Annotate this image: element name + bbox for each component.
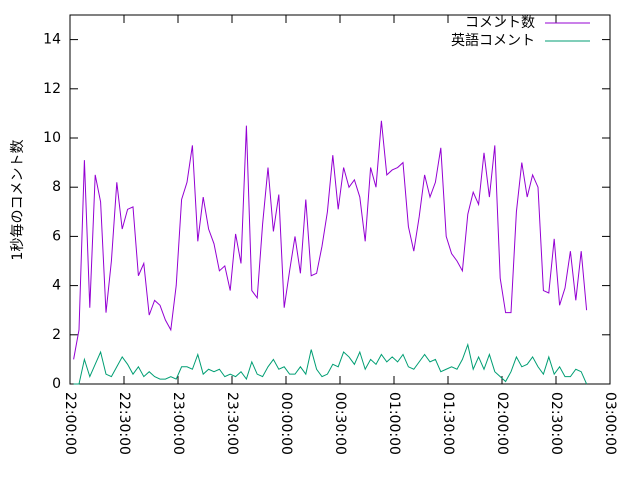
plot-frame [69, 14, 611, 385]
y-tick-label: 12 [43, 81, 61, 97]
y-axis-label: 1秒毎のコメント数 [10, 140, 26, 261]
y-tick-label: 0 [52, 376, 61, 392]
x-tick-label: 02:00:00 [494, 392, 510, 455]
x-tick-label: 01:00:00 [386, 392, 402, 455]
data-line [73, 342, 588, 385]
x-tick-label: 23:30:00 [224, 392, 240, 455]
x-tick-label: 00:30:00 [332, 392, 348, 455]
y-tick-label: 14 [43, 32, 61, 48]
x-tick-label: 23:00:00 [170, 392, 186, 455]
y-tick-label: 4 [52, 278, 61, 294]
legend-label: コメント数 [465, 15, 535, 31]
y-tick-label: 8 [52, 179, 61, 195]
x-tick-label: 00:00:00 [278, 392, 294, 455]
data-line [73, 120, 588, 360]
y-tick-label: 2 [52, 327, 61, 343]
x-tick-label: 22:30:00 [116, 392, 132, 455]
y-tick-label: 6 [52, 228, 61, 244]
x-tick-label: 03:00:00 [602, 392, 618, 455]
x-tick-label: 01:30:00 [440, 392, 456, 455]
legend-label: 英語コメント [451, 32, 535, 49]
y-tick-label: 10 [43, 130, 61, 146]
x-tick-label: 02:30:00 [548, 392, 564, 455]
x-tick-label: 22:00:00 [62, 392, 78, 455]
